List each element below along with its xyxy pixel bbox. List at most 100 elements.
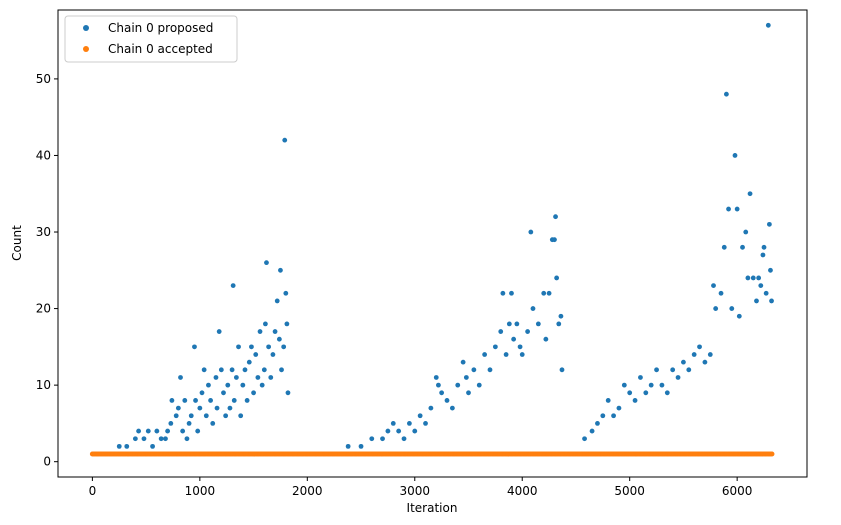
proposed-point-113 <box>546 290 552 296</box>
proposed-point-77 <box>396 428 402 434</box>
proposed-point-153 <box>734 206 740 212</box>
proposed-point-69 <box>284 321 290 327</box>
proposed-point-102 <box>509 290 514 296</box>
proposed-point-86 <box>439 390 445 396</box>
proposed-point-148 <box>721 244 727 250</box>
proposed-point-91 <box>463 375 469 380</box>
proposed-point-147 <box>718 290 724 296</box>
proposed-point-134 <box>654 367 659 373</box>
proposed-point-11 <box>168 421 174 426</box>
proposed-point-26 <box>201 367 207 373</box>
proposed-point-115 <box>552 237 557 243</box>
legend-box <box>64 15 238 63</box>
proposed-point-23 <box>195 428 201 434</box>
proposed-point-34 <box>218 367 224 373</box>
proposed-point-149 <box>724 91 729 97</box>
proposed-point-74 <box>380 436 385 442</box>
proposed-point-82 <box>423 421 428 426</box>
proposed-point-51 <box>253 352 259 357</box>
proposed-point-155 <box>740 244 745 250</box>
proposed-point-166 <box>765 22 771 28</box>
proposed-point-70 <box>285 390 291 396</box>
proposed-point-96 <box>487 367 493 373</box>
proposed-point-5 <box>145 428 151 434</box>
proposed-point-13 <box>173 413 179 419</box>
proposed-point-53 <box>257 329 263 334</box>
proposed-point-9 <box>163 436 168 442</box>
proposed-point-62 <box>274 298 280 304</box>
proposed-point-154 <box>736 313 742 319</box>
proposed-point-92 <box>466 390 471 396</box>
proposed-point-31 <box>213 375 219 380</box>
proposed-point-48 <box>246 359 252 365</box>
proposed-point-45 <box>240 382 246 388</box>
proposed-point-25 <box>199 390 205 396</box>
proposed-point-118 <box>556 321 562 327</box>
y-tick-label-50: 50 <box>36 72 51 86</box>
proposed-point-85 <box>436 382 441 388</box>
x-tick-label-6000: 6000 <box>722 484 753 498</box>
proposed-point-75 <box>385 428 391 434</box>
proposed-point-12 <box>169 398 175 403</box>
proposed-point-137 <box>670 367 676 373</box>
proposed-point-66 <box>281 344 287 350</box>
accepted-point-527 <box>769 451 775 457</box>
y-tick-label-10: 10 <box>36 378 51 392</box>
y-axis-ticks: 0 10 20 30 40 50 <box>36 72 58 469</box>
proposed-point-152 <box>732 153 738 158</box>
legend-marker-accepted <box>83 46 89 52</box>
proposed-point-20 <box>188 413 194 419</box>
proposed-point-106 <box>519 352 525 357</box>
proposed-point-158 <box>747 191 753 197</box>
legend-label-proposed: Chain 0 proposed <box>108 21 213 35</box>
x-tick-label-0: 0 <box>89 484 97 498</box>
proposed-point-27 <box>203 413 209 419</box>
proposed-point-8 <box>158 436 164 442</box>
proposed-point-124 <box>600 413 606 419</box>
proposed-point-120 <box>559 367 565 373</box>
proposed-point-56 <box>263 321 268 327</box>
proposed-point-131 <box>638 375 643 380</box>
proposed-point-165 <box>763 290 769 296</box>
proposed-point-42 <box>233 375 239 380</box>
proposed-point-1 <box>124 443 130 449</box>
proposed-point-10 <box>165 428 171 434</box>
proposed-point-68 <box>283 290 289 296</box>
proposed-point-55 <box>261 367 267 373</box>
proposed-point-79 <box>407 421 412 426</box>
proposed-point-107 <box>525 329 530 334</box>
plot-frame <box>57 9 808 478</box>
proposed-point-146 <box>713 306 719 311</box>
x-tick-label-5000: 5000 <box>614 484 645 498</box>
x-axis-label: Iteration <box>407 501 458 515</box>
y-tick-label-0: 0 <box>43 455 51 469</box>
proposed-point-61 <box>272 329 278 334</box>
proposed-point-73 <box>369 436 375 442</box>
proposed-point-136 <box>664 390 670 396</box>
proposed-point-119 <box>558 313 564 319</box>
proposed-point-16 <box>180 428 186 434</box>
proposed-point-36 <box>223 413 229 419</box>
proposed-point-159 <box>750 275 756 281</box>
proposed-point-3 <box>136 428 142 434</box>
proposed-point-145 <box>711 283 716 289</box>
proposed-point-163 <box>760 252 766 258</box>
proposed-point-80 <box>412 428 418 434</box>
proposed-point-89 <box>455 382 461 388</box>
proposed-point-138 <box>675 375 681 380</box>
proposed-point-167 <box>766 221 772 227</box>
proposed-point-7 <box>154 428 160 434</box>
proposed-point-160 <box>754 298 759 304</box>
proposed-point-112 <box>543 336 549 342</box>
proposed-point-126 <box>611 413 616 419</box>
proposed-point-60 <box>270 352 276 357</box>
proposed-point-95 <box>482 352 488 357</box>
proposed-point-6 <box>150 443 155 449</box>
legend-label-accepted: Chain 0 accepted <box>108 42 213 56</box>
proposed-point-65 <box>279 367 284 373</box>
proposed-point-141 <box>691 352 697 357</box>
proposed-point-164 <box>761 244 767 250</box>
proposed-point-59 <box>268 375 274 380</box>
proposed-point-121 <box>582 436 587 442</box>
proposed-point-29 <box>208 398 213 403</box>
